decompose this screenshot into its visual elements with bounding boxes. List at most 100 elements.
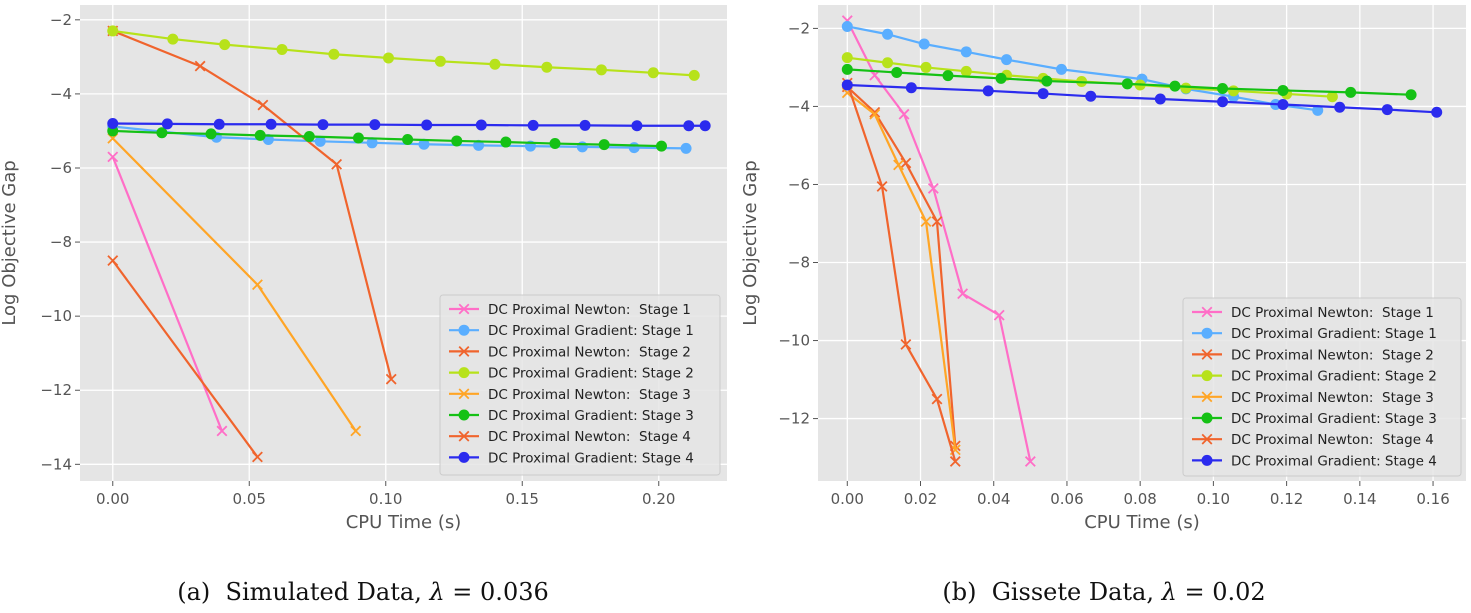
caption-value: = 0.036 <box>445 578 549 606</box>
legend-label: DC Proximal Newton: Stage 2 <box>488 344 691 360</box>
data-point <box>421 119 433 131</box>
data-point <box>949 456 961 467</box>
data-point <box>579 119 591 131</box>
y-tick-label: −8 <box>788 254 810 272</box>
data-point <box>107 118 119 130</box>
legend-item: DC Proximal Gradient: Stage 3 <box>449 408 694 424</box>
data-point <box>1217 82 1229 94</box>
data-point <box>254 129 266 141</box>
data-point <box>382 52 394 64</box>
data-point <box>957 288 969 300</box>
data-point <box>920 216 932 227</box>
x-tick-label: 0.16 <box>1416 490 1449 508</box>
figure-caption: (a) Simulated Data, λ = 0.036 <box>177 578 549 606</box>
x-tick-label: 0.05 <box>233 490 266 508</box>
legend-item: DC Proximal Newton: Stage 1 <box>449 302 691 318</box>
y-tick-label: −6 <box>50 159 72 177</box>
y-axis-label: Log Objective Gap <box>0 160 20 325</box>
data-point <box>257 99 269 111</box>
legend-marker <box>458 345 470 357</box>
data-point <box>898 108 910 120</box>
data-point <box>252 279 263 291</box>
data-point <box>647 67 659 79</box>
y-tick-label: −2 <box>788 19 810 37</box>
legend-label: DC Proximal Newton: Stage 4 <box>1231 432 1434 448</box>
data-point <box>156 127 168 139</box>
data-point <box>841 63 853 75</box>
legend-marker <box>1201 433 1213 445</box>
data-point <box>905 82 917 94</box>
data-point <box>434 55 446 67</box>
data-point <box>960 65 972 77</box>
data-point <box>161 118 173 130</box>
legend-label: DC Proximal Newton: Stage 3 <box>1231 390 1434 406</box>
legend-item: DC Proximal Gradient: Stage 3 <box>1192 411 1437 427</box>
series-8 <box>107 118 711 132</box>
data-point <box>451 135 463 147</box>
legend-marker <box>458 430 470 442</box>
legend-label: DC Proximal Gradient: Stage 2 <box>1231 369 1437 385</box>
legend-marker <box>458 324 470 336</box>
data-point <box>1001 54 1013 66</box>
legend-item: DC Proximal Newton: Stage 2 <box>1192 347 1434 363</box>
data-point <box>402 133 414 145</box>
data-point <box>995 72 1007 84</box>
x-tick-label: 0.04 <box>977 490 1010 508</box>
data-point <box>1312 104 1324 116</box>
data-point <box>1154 93 1166 105</box>
y-tick-label: −12 <box>40 381 72 399</box>
y-tick-label: −10 <box>778 332 810 350</box>
legend-marker <box>1201 412 1213 424</box>
data-point <box>1041 75 1053 87</box>
y-tick-label: −12 <box>778 410 810 428</box>
legend-item: DC Proximal Newton: Stage 2 <box>449 344 691 360</box>
legend-item: DC Proximal Gradient: Stage 2 <box>1192 369 1437 385</box>
legend-item: DC Proximal Newton: Stage 4 <box>449 429 691 445</box>
data-point <box>473 139 485 151</box>
data-point <box>882 28 894 40</box>
data-point <box>1037 88 1049 100</box>
data-point <box>1326 91 1338 103</box>
y-tick-label: −6 <box>788 175 810 193</box>
data-point <box>918 38 930 50</box>
series-5 <box>107 132 362 437</box>
x-tick-label: 0.10 <box>1197 490 1230 508</box>
data-point <box>107 151 119 163</box>
chart-gissete: 0.00 0.02 0.04 0.06 0.08 0.10 0.12 0.14 0.16 −12 −… <box>740 5 1466 606</box>
y-tick-label: −4 <box>788 97 810 115</box>
legend-label: DC Proximal Gradient: Stage 4 <box>1231 453 1437 469</box>
data-point <box>920 61 932 73</box>
data-point <box>216 425 228 437</box>
data-point <box>869 108 881 120</box>
data-point <box>869 106 881 118</box>
data-point <box>475 119 487 131</box>
legend-marker <box>1201 391 1213 403</box>
data-point <box>841 79 853 91</box>
legend-marker <box>458 451 470 463</box>
legend-frame <box>439 294 721 476</box>
x-tick-label: 0.20 <box>642 490 675 508</box>
data-point <box>598 139 610 151</box>
data-point <box>252 451 263 463</box>
data-point <box>993 309 1005 321</box>
legend-label: DC Proximal Newton: Stage 1 <box>1231 305 1434 321</box>
data-point <box>541 61 553 73</box>
x-tick-label: 0.12 <box>1270 490 1303 508</box>
legend-label: DC Proximal Newton: Stage 1 <box>488 302 691 318</box>
data-point <box>317 119 329 131</box>
legend-marker <box>1201 306 1213 318</box>
data-point <box>1334 101 1346 113</box>
data-point <box>1121 78 1133 90</box>
data-point <box>931 393 943 405</box>
data-point <box>418 138 430 150</box>
series-3 <box>841 81 961 452</box>
data-point <box>1431 106 1443 118</box>
data-point <box>891 66 903 78</box>
data-point <box>900 339 912 350</box>
data-point <box>331 158 343 170</box>
data-point <box>167 33 179 45</box>
data-point <box>265 118 277 130</box>
data-point <box>1277 84 1289 96</box>
legend-label: DC Proximal Gradient: Stage 3 <box>488 408 694 424</box>
data-point <box>927 182 939 194</box>
